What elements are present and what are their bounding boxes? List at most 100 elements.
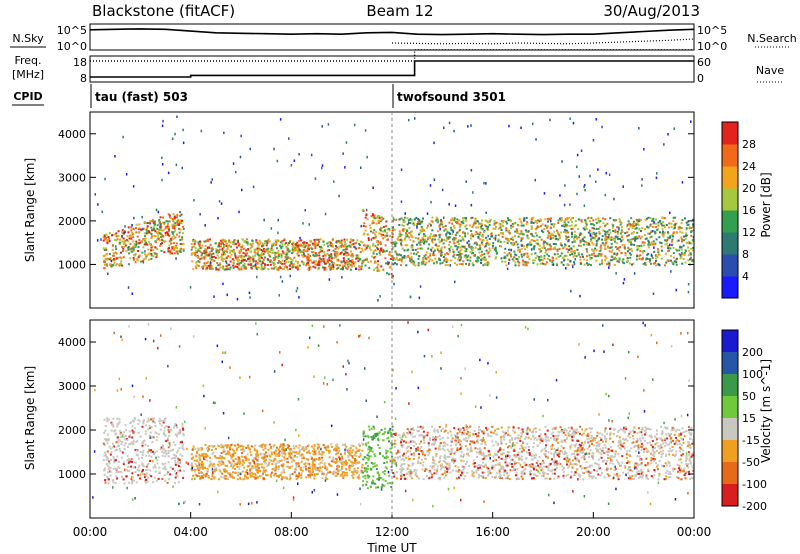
- power-cell: [236, 257, 239, 260]
- velocity-cell: [118, 448, 121, 450]
- power-cell: [460, 253, 463, 255]
- power-cell: [564, 243, 567, 246]
- power-cell: [429, 254, 432, 257]
- power-cell: [420, 239, 422, 242]
- power-cell: [679, 257, 682, 260]
- power-cell: [565, 231, 568, 234]
- power-noise: [288, 137, 290, 140]
- power-cell: [314, 247, 317, 250]
- power-cell: [418, 255, 421, 258]
- power-cell: [218, 242, 221, 245]
- velocity-cell: [200, 462, 203, 465]
- power-cell: [463, 255, 466, 258]
- power-cell: [523, 253, 526, 256]
- power-cell: [342, 268, 344, 271]
- power-cell: [681, 231, 684, 234]
- power-cell: [640, 244, 643, 247]
- power-cell: [335, 240, 338, 243]
- velocity-cell: [119, 431, 122, 434]
- power-cell: [159, 245, 161, 247]
- power-cell: [176, 216, 178, 219]
- velocity-cell: [342, 464, 345, 467]
- velocity-cell: [150, 418, 152, 421]
- power-cell: [193, 242, 196, 245]
- power-noise: [483, 181, 485, 185]
- velocity-cell: [356, 461, 359, 464]
- power-colorbar-segment-0: [722, 276, 738, 299]
- velocity-cell: [117, 422, 120, 425]
- velocity-cell: [216, 444, 219, 447]
- power-cell: [359, 251, 362, 253]
- power-cell: [456, 222, 459, 225]
- power-cell: [263, 267, 266, 270]
- power-cell: [236, 266, 239, 268]
- power-cell: [674, 224, 677, 227]
- power-colorbar-label: Power [dB]: [759, 172, 773, 237]
- power-cell: [680, 238, 683, 241]
- power-cell: [121, 246, 124, 249]
- power-noise: [217, 216, 219, 220]
- velocity-cell: [289, 473, 292, 476]
- power-cell: [378, 215, 381, 218]
- power-cell: [324, 262, 326, 265]
- power-cell: [487, 226, 490, 229]
- power-cell: [661, 232, 664, 235]
- power-cell: [366, 257, 368, 260]
- velocity-cell: [199, 466, 202, 469]
- power-cell: [626, 223, 629, 226]
- power-cell: [276, 239, 279, 242]
- power-cell: [560, 261, 563, 264]
- velocity-cell: [164, 417, 167, 420]
- power-cell: [500, 229, 503, 231]
- power-cell: [150, 235, 153, 238]
- power-cell: [227, 268, 229, 271]
- velocity-cell: [231, 475, 234, 478]
- velocity-cell: [240, 448, 243, 451]
- velocity-cell: [342, 444, 345, 447]
- velocity-cell: [348, 467, 351, 470]
- power-cell: [450, 229, 453, 231]
- velocity-cell: [255, 477, 258, 479]
- power-cell: [600, 244, 603, 247]
- velocity-cell: [116, 425, 119, 428]
- power-cell: [223, 239, 226, 242]
- power-cell: [263, 250, 266, 253]
- power-noise: [127, 246, 130, 249]
- power-cell: [150, 253, 153, 255]
- power-cell: [223, 251, 226, 254]
- power-cell: [663, 231, 666, 234]
- power-cell: [474, 222, 477, 225]
- power-cell: [518, 249, 521, 251]
- velocity-cell: [169, 428, 172, 431]
- power-cell: [462, 217, 464, 219]
- velocity-cell: [159, 428, 162, 431]
- power-cell: [440, 249, 443, 252]
- power-cell: [542, 244, 545, 247]
- power-cell: [476, 257, 479, 260]
- power-cell: [441, 261, 444, 264]
- velocity-cell: [142, 422, 145, 425]
- power-y-tick-label-0: 1000: [58, 258, 86, 271]
- power-cell: [632, 220, 635, 223]
- power-cell: [393, 228, 396, 231]
- power-cell: [452, 225, 455, 228]
- power-cell: [205, 249, 208, 252]
- power-cell: [513, 235, 516, 238]
- velocity-cell: [169, 466, 172, 469]
- velocity-cell: [355, 446, 358, 449]
- velocity-cell: [172, 441, 175, 444]
- power-cell: [654, 230, 657, 233]
- velocity-cell: [358, 448, 361, 451]
- power-cell: [417, 264, 420, 267]
- power-cell: [373, 229, 376, 232]
- power-cell: [416, 251, 419, 254]
- velocity-cell: [142, 449, 145, 452]
- power-cell: [261, 252, 263, 255]
- velocity-cell: [209, 456, 212, 459]
- velocity-cell: [233, 452, 236, 455]
- velocity-cell: [268, 443, 271, 446]
- power-noise: [445, 233, 447, 237]
- power-cell: [565, 254, 568, 257]
- power-cell: [374, 249, 377, 252]
- velocity-cell: [217, 457, 220, 459]
